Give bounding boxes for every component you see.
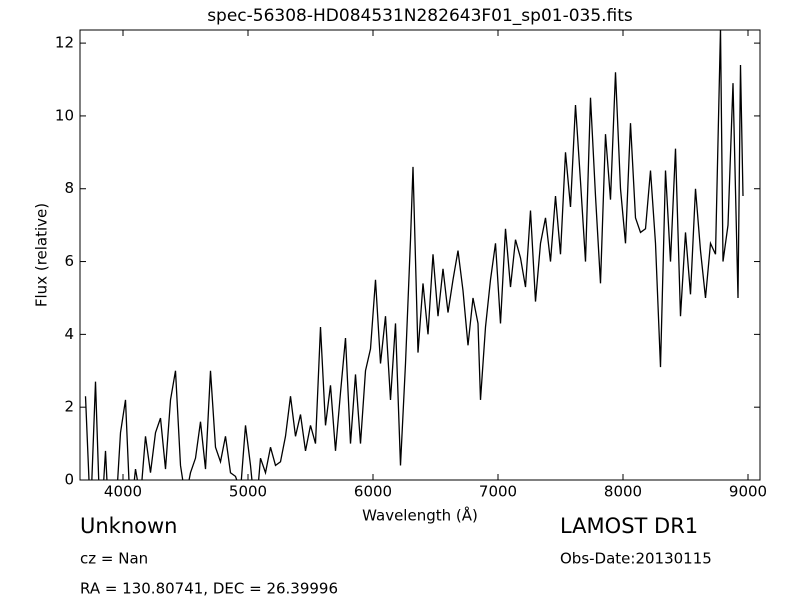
x-tick-label: 8000 [604,483,642,501]
y-tick-label: 6 [64,252,74,270]
spectrum-line [84,30,744,480]
chart-title: spec-56308-HD084531N282643F01_sp01-035.f… [207,6,633,26]
annotation: RA = 130.80741, DEC = 26.39996 [80,580,338,598]
y-tick-label: 0 [64,471,74,489]
y-tick-label: 4 [64,325,74,343]
y-axis-label: Flux (relative) [33,203,51,307]
y-tick-label: 8 [64,179,74,197]
annotation: cz = Nan [80,550,148,568]
x-axis-label: Wavelength (Å) [362,506,478,525]
annotation: LAMOST DR1 [560,514,698,538]
annotation: Unknown [80,514,177,538]
x-tick-label: 7000 [479,483,517,501]
x-tick-label: 9000 [729,483,767,501]
plot-frame [79,29,761,481]
y-tick-label: 10 [55,106,74,124]
x-tick-label: 4000 [104,483,142,501]
x-tick-label: 5000 [229,483,267,501]
x-tick-label: 6000 [354,483,392,501]
y-tick-label: 12 [55,34,74,52]
y-tick-label: 2 [64,398,74,416]
annotation: Obs-Date:20130115 [560,550,712,568]
